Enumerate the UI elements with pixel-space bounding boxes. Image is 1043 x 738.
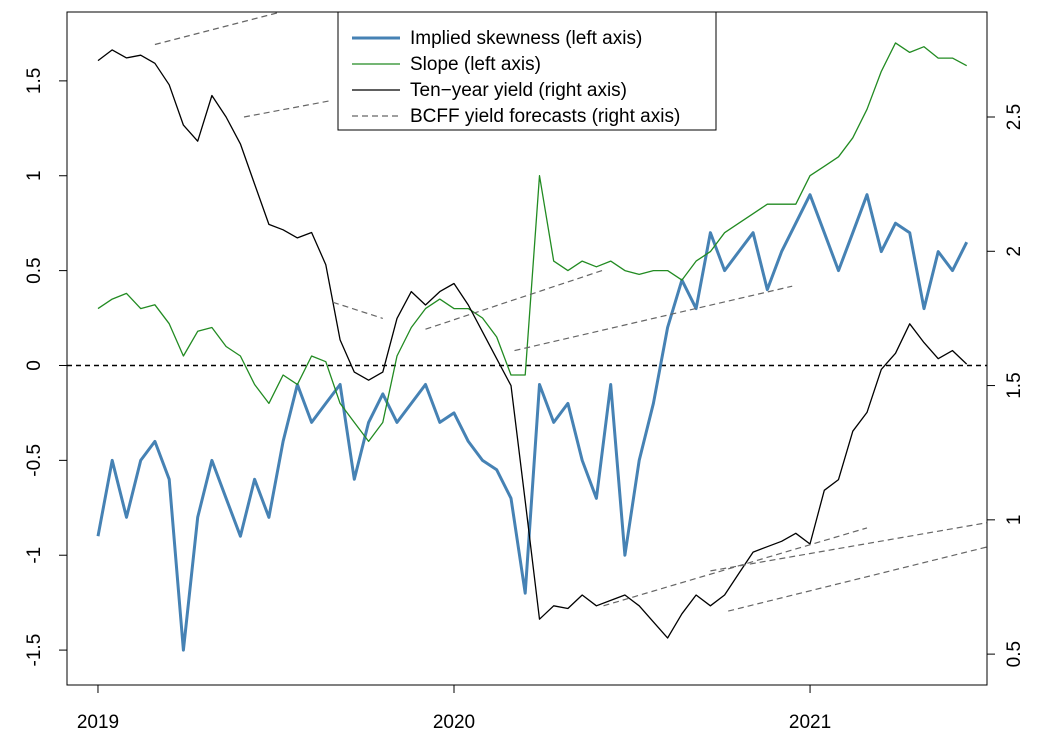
y-tick-label: 1: [24, 170, 45, 181]
forecast-line: [728, 546, 987, 612]
series-line: [96, 193, 969, 652]
series-line: [97, 42, 968, 443]
legend-label: Ten−year yield (right axis): [410, 80, 627, 101]
x-tick-label: 2019: [77, 712, 119, 733]
legend-label: BCFF yield forecasts (right axis): [410, 106, 680, 127]
y-tick-label: 0: [24, 360, 45, 371]
x-tick-label: 2021: [789, 712, 831, 733]
legend-label: Slope (left axis): [410, 54, 541, 75]
y-tick-label: -1: [24, 547, 45, 564]
series-line: [97, 49, 968, 639]
y2-tick-label: 0.5: [1004, 641, 1025, 667]
y-tick-label: 0.5: [24, 257, 45, 283]
y2-tick-label: 2.5: [1004, 104, 1025, 130]
forecast-line: [243, 100, 330, 118]
forecast-line: [603, 527, 868, 607]
legend-label: Implied skewness (left axis): [410, 28, 642, 49]
x-tick-label: 2020: [433, 712, 475, 733]
y-tick-label: 1.5: [24, 68, 45, 94]
legend-box: [337, 11, 717, 131]
forecast-line: [514, 285, 793, 352]
forecast-line: [154, 12, 280, 46]
y2-tick-label: 1.5: [1004, 372, 1025, 398]
y-tick-label: -1.5: [24, 634, 45, 667]
forecast-line: [425, 269, 604, 330]
forecast-line: [332, 301, 383, 319]
forecast-line: [710, 522, 987, 572]
plot-area: [67, 12, 987, 652]
y2-tick-label: 2: [1004, 246, 1025, 257]
y-tick-label: -0.5: [24, 444, 45, 477]
y2-tick-label: 1: [1004, 515, 1025, 526]
